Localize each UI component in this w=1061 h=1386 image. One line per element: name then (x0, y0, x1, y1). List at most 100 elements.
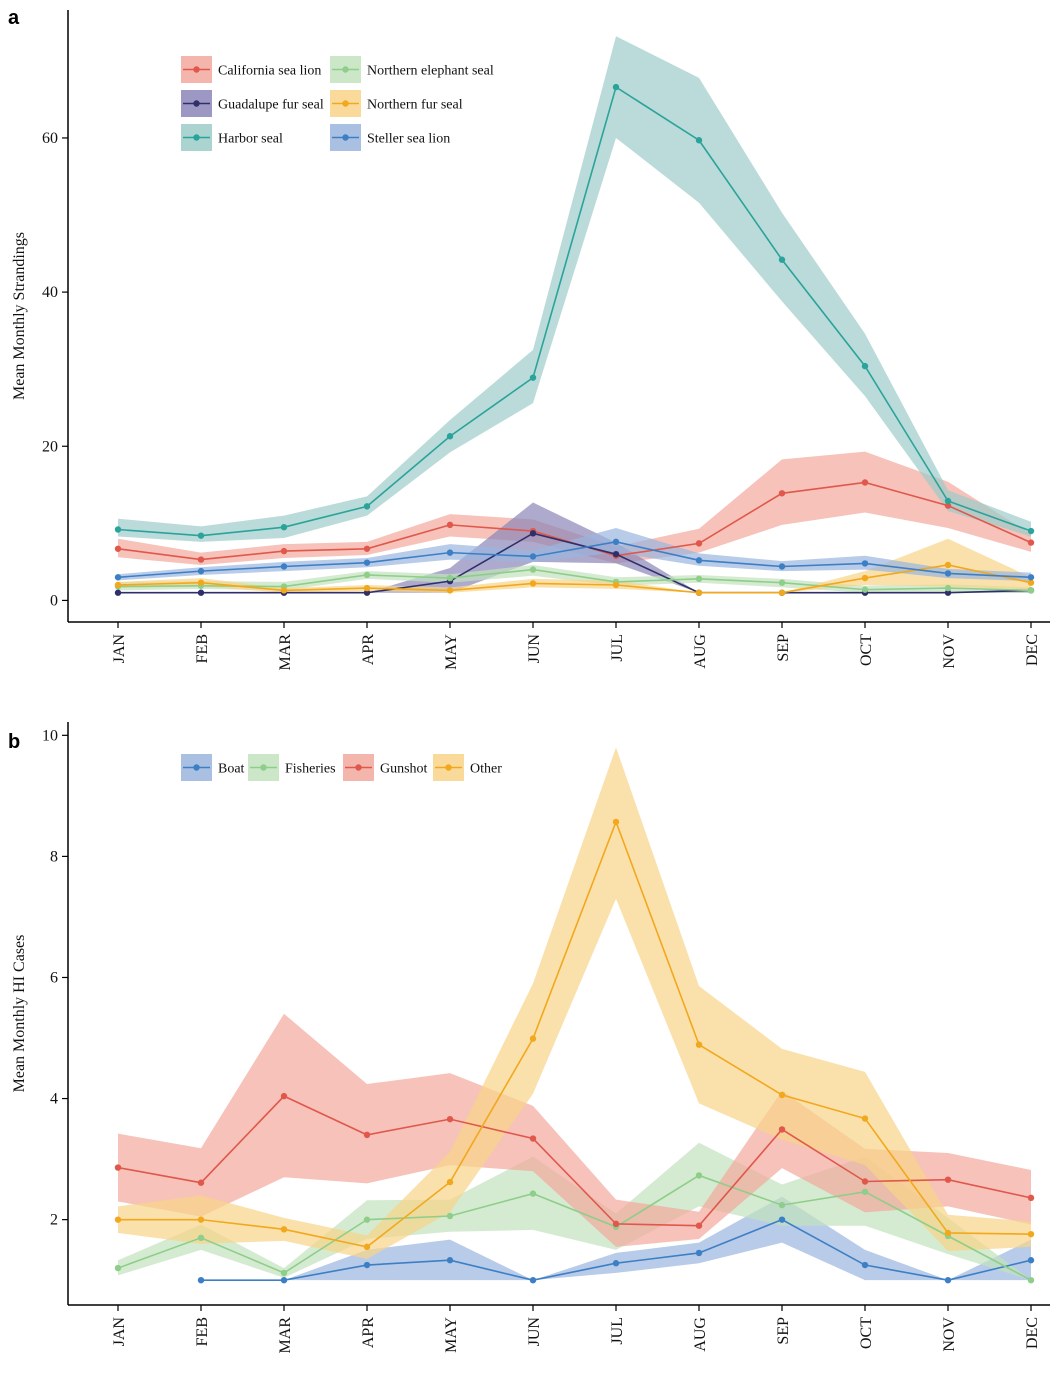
x-tick-label: MAR (277, 634, 294, 671)
series-line-gunshot (117, 1095, 1032, 1227)
legend-label-steller-sea-lion: Steller sea lion (367, 132, 450, 147)
data-point-northern-fur-seal (695, 589, 703, 596)
data-point-fisheries (1027, 1276, 1035, 1284)
legend-label-california-sea-lion: California sea lion (218, 64, 321, 79)
legend-point-harbor-seal (193, 134, 200, 141)
data-point-steller-sea-lion (1027, 574, 1035, 581)
data-point-fisheries (529, 1190, 537, 1197)
data-point-other (1027, 1230, 1035, 1238)
data-point-gunshot (114, 1164, 122, 1171)
data-point-other (944, 1229, 952, 1237)
data-point-harbor-seal (861, 362, 869, 370)
data-point-northern-elephant-seal (446, 574, 454, 582)
y-tick-label: 40 (42, 284, 58, 301)
panel-b: b 2 4 6 8 10 JAN FEB MAR APR MAY JUN JUL AUG SEP OCT NOV… (8, 722, 1050, 1353)
x-tick-label: APR (360, 1317, 377, 1348)
data-point-steller-sea-lion (529, 553, 537, 560)
data-point-northern-fur-seal (778, 589, 786, 596)
series-band-steller-sea-lion (118, 527, 1031, 582)
data-point-guadalupe-fur-seal (529, 530, 537, 537)
data-point-boat (280, 1276, 288, 1284)
x-tick-label: NOV (941, 634, 958, 669)
legend-label-guadalupe-fur-seal: Guadalupe fur seal (218, 98, 324, 113)
x-tick-label: FEB (194, 634, 211, 663)
data-point-northern-fur-seal (114, 581, 122, 589)
data-point-boat (695, 1249, 703, 1257)
data-point-northern-elephant-seal (529, 566, 537, 573)
data-point-steller-sea-lion (861, 560, 869, 567)
x-tick-label: JUN (526, 634, 543, 664)
data-point-steller-sea-lion (197, 567, 205, 575)
legend-label-northern-elephant-seal: Northern elephant seal (367, 64, 494, 79)
y-tick-label: 6 (50, 969, 58, 986)
data-point-boat (363, 1261, 371, 1269)
legend-point-california-sea-lion (193, 66, 200, 73)
data-point-gunshot (861, 1178, 869, 1185)
data-point-gunshot (778, 1126, 786, 1133)
y-tick-label: 60 (42, 130, 58, 147)
x-tick-label: MAY (443, 1317, 460, 1353)
data-point-other (861, 1115, 869, 1122)
y-axis-title: Mean Monthly HI Cases (11, 935, 28, 1093)
x-tick-label: DEC (1024, 1317, 1041, 1349)
data-point-northern-elephant-seal (861, 586, 869, 593)
y-tick-label: 20 (42, 438, 58, 455)
data-point-harbor-seal (778, 256, 786, 263)
data-point-gunshot (363, 1131, 371, 1139)
data-point-fisheries (861, 1188, 869, 1195)
data-point-fisheries (446, 1212, 454, 1220)
x-tick-label: JUN (526, 1317, 543, 1347)
data-point-steller-sea-lion (446, 549, 454, 556)
data-point-harbor-seal (944, 497, 952, 505)
data-point-harbor-seal (363, 503, 371, 510)
data-point-fisheries (280, 1269, 288, 1277)
legend-label-other: Other (470, 762, 502, 777)
data-point-northern-elephant-seal (778, 579, 786, 586)
data-point-harbor-seal (197, 532, 205, 539)
y-tick-label: 0 (50, 592, 58, 609)
series-line-harbor-seal (117, 85, 1032, 537)
data-point-boat (197, 1276, 205, 1284)
x-tick-label: JUL (609, 1317, 626, 1345)
data-point-boat (529, 1276, 537, 1284)
series-line-northern-fur-seal (117, 564, 1032, 594)
data-point-gunshot (197, 1179, 205, 1186)
data-point-steller-sea-lion (944, 570, 952, 577)
x-tick-label: JUL (609, 634, 626, 662)
y-axis-title: Mean Monthly Strandings (11, 232, 28, 400)
x-tick-label: MAY (443, 634, 460, 670)
data-point-guadalupe-fur-seal (944, 589, 952, 596)
data-point-california-sea-lion (861, 479, 869, 486)
data-point-fisheries (363, 1216, 371, 1223)
legend-label-gunshot: Gunshot (380, 762, 428, 777)
series-line-other (118, 819, 1032, 1248)
data-point-gunshot (612, 1220, 620, 1228)
data-point-other (446, 1178, 454, 1186)
data-point-guadalupe-fur-seal (197, 589, 205, 596)
data-point-california-sea-lion (1027, 539, 1035, 546)
data-point-boat (446, 1257, 454, 1264)
series-band-northern-fur-seal (118, 538, 1031, 593)
legend-label-fisheries: Fisheries (285, 762, 336, 777)
data-point-steller-sea-lion (612, 538, 620, 546)
data-point-california-sea-lion (944, 502, 952, 509)
data-point-other (363, 1243, 371, 1251)
x-tick-label: SEP (775, 634, 792, 662)
data-point-california-sea-lion (446, 521, 454, 529)
legend-point-other (445, 764, 452, 771)
x-tick-label: AUG (692, 634, 709, 669)
legend-label-boat: Boat (218, 762, 245, 777)
legend-point-northern-fur-seal (342, 100, 349, 107)
data-point-california-sea-lion (363, 545, 371, 552)
data-point-harbor-seal (695, 137, 703, 144)
x-tick-label: JAN (111, 1317, 128, 1347)
data-point-other (695, 1041, 703, 1048)
legend-point-steller-sea-lion (342, 134, 349, 141)
x-tick-label: OCT (858, 634, 875, 666)
series-line-guadalupe-fur-seal (118, 532, 1032, 594)
data-point-northern-elephant-seal (944, 584, 952, 592)
x-tick-label: NOV (941, 1317, 958, 1352)
data-point-harbor-seal (1027, 527, 1035, 535)
data-point-northern-elephant-seal (695, 575, 703, 583)
x-tick-label: SEP (775, 1317, 792, 1345)
